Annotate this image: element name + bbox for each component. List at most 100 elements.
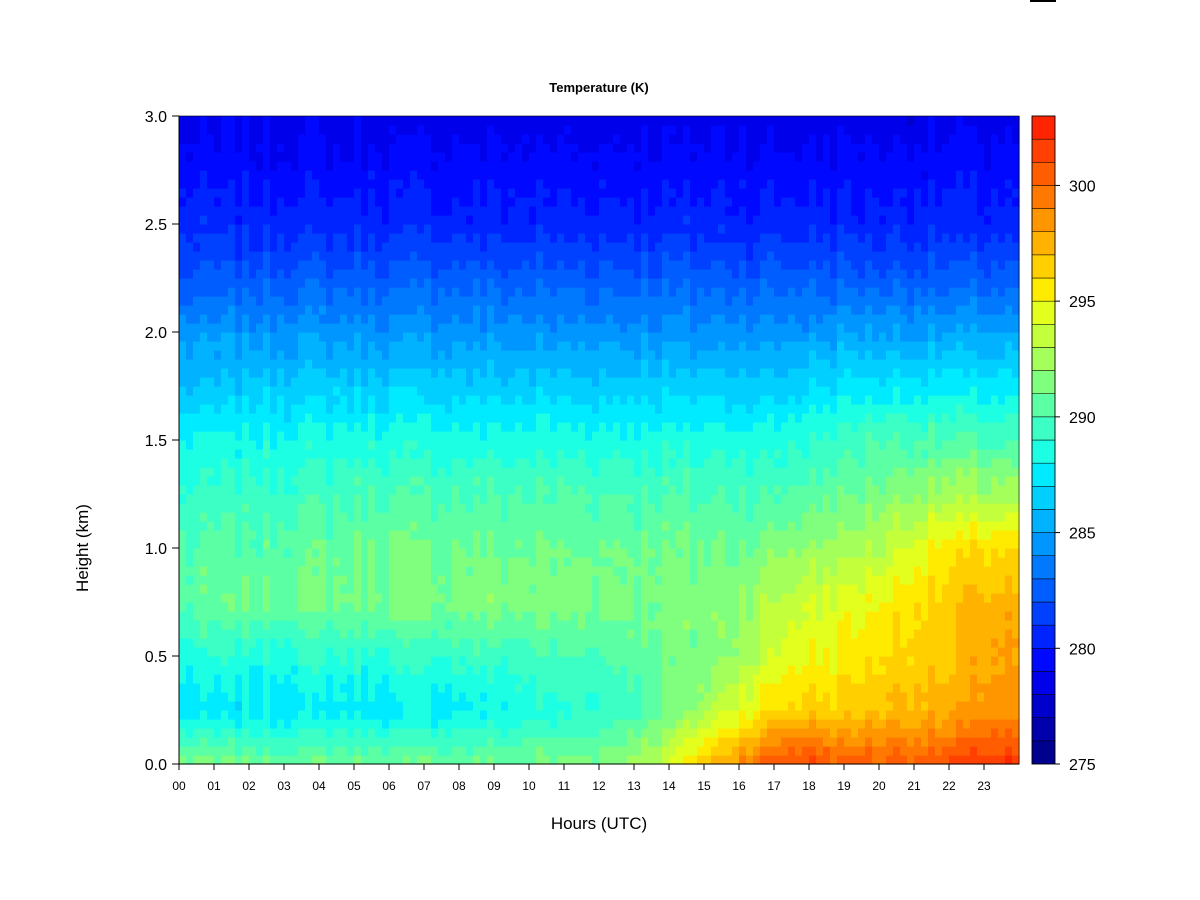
heatmap-cell bbox=[354, 440, 362, 450]
heatmap-cell bbox=[592, 386, 600, 396]
heatmap-cell bbox=[515, 242, 523, 252]
heatmap-cell bbox=[284, 746, 292, 756]
heatmap-cell bbox=[648, 683, 656, 693]
heatmap-cell bbox=[473, 287, 481, 297]
heatmap-cell bbox=[361, 134, 369, 144]
heatmap-cell bbox=[522, 575, 530, 585]
heatmap-cell bbox=[424, 719, 432, 729]
heatmap-cell bbox=[620, 557, 628, 567]
heatmap-cell bbox=[186, 287, 194, 297]
heatmap-cell bbox=[613, 629, 621, 639]
heatmap-cell bbox=[431, 224, 439, 234]
heatmap-cell bbox=[564, 746, 572, 756]
heatmap-cell bbox=[634, 494, 642, 504]
heatmap-cell bbox=[186, 125, 194, 135]
heatmap-cell bbox=[277, 323, 285, 333]
heatmap-cell bbox=[613, 368, 621, 378]
heatmap-cell bbox=[550, 278, 558, 288]
heatmap-cell bbox=[543, 584, 551, 594]
heatmap-cell bbox=[375, 278, 383, 288]
heatmap-cell bbox=[368, 233, 376, 243]
heatmap-cell bbox=[466, 179, 474, 189]
heatmap-cell bbox=[207, 350, 215, 360]
heatmap-cell bbox=[529, 386, 537, 396]
heatmap-cell bbox=[508, 557, 516, 567]
heatmap-cell bbox=[620, 575, 628, 585]
heatmap-cell bbox=[214, 386, 222, 396]
heatmap-cell bbox=[347, 512, 355, 522]
heatmap-cell bbox=[368, 431, 376, 441]
heatmap-cell bbox=[578, 413, 586, 423]
heatmap-cell bbox=[291, 665, 299, 675]
heatmap-cell bbox=[256, 620, 264, 630]
heatmap-cell bbox=[585, 278, 593, 288]
heatmap-cell bbox=[585, 521, 593, 531]
heatmap-cell bbox=[214, 287, 222, 297]
heatmap-cell bbox=[284, 467, 292, 477]
heatmap-cell bbox=[249, 197, 257, 207]
heatmap-cell bbox=[557, 251, 565, 261]
heatmap-cell bbox=[529, 611, 537, 621]
heatmap-cell bbox=[291, 296, 299, 306]
heatmap-cell bbox=[291, 404, 299, 414]
heatmap-cell bbox=[340, 656, 348, 666]
heatmap-cell bbox=[452, 188, 460, 198]
heatmap-cell bbox=[256, 701, 264, 711]
heatmap-cell bbox=[396, 512, 404, 522]
heatmap-cell bbox=[501, 386, 509, 396]
heatmap-cell bbox=[613, 323, 621, 333]
heatmap-cell bbox=[501, 665, 509, 675]
heatmap-cell bbox=[354, 368, 362, 378]
heatmap-cell bbox=[459, 170, 467, 180]
heatmap-cell bbox=[207, 728, 215, 738]
heatmap-cell bbox=[592, 746, 600, 756]
heatmap-cell bbox=[410, 206, 418, 216]
heatmap-cell bbox=[228, 539, 236, 549]
heatmap-cell bbox=[606, 413, 614, 423]
heatmap-cell bbox=[354, 503, 362, 513]
heatmap-cell bbox=[627, 161, 635, 171]
heatmap-cell bbox=[564, 314, 572, 324]
heatmap-cell bbox=[571, 350, 579, 360]
heatmap-cell bbox=[333, 476, 341, 486]
heatmap-cell bbox=[375, 377, 383, 387]
heatmap-cell bbox=[319, 674, 327, 684]
heatmap-cell bbox=[389, 341, 397, 351]
heatmap-cell bbox=[242, 521, 250, 531]
heatmap-cell bbox=[613, 755, 621, 765]
heatmap-cell bbox=[291, 548, 299, 558]
heatmap-cell bbox=[473, 710, 481, 720]
heatmap-cell bbox=[417, 368, 425, 378]
heatmap-cell bbox=[193, 629, 201, 639]
heatmap-cell bbox=[634, 170, 642, 180]
heatmap-cell bbox=[543, 476, 551, 486]
heatmap-cell bbox=[368, 674, 376, 684]
heatmap-cell bbox=[466, 341, 474, 351]
heatmap-cell bbox=[585, 341, 593, 351]
heatmap-cell bbox=[620, 566, 628, 576]
heatmap-cell bbox=[585, 116, 593, 126]
heatmap-cell bbox=[347, 224, 355, 234]
heatmap-cell bbox=[543, 737, 551, 747]
heatmap-cell bbox=[627, 755, 635, 765]
heatmap-cell bbox=[613, 296, 621, 306]
heatmap-cell bbox=[333, 377, 341, 387]
heatmap-cell bbox=[543, 395, 551, 405]
heatmap-cell bbox=[424, 116, 432, 126]
heatmap-cell bbox=[228, 134, 236, 144]
heatmap-cell bbox=[473, 197, 481, 207]
heatmap-cell bbox=[179, 134, 187, 144]
heatmap-cell bbox=[256, 467, 264, 477]
heatmap-cell bbox=[592, 449, 600, 459]
heatmap-cell bbox=[487, 665, 495, 675]
heatmap-cell bbox=[270, 728, 278, 738]
heatmap-cell bbox=[585, 575, 593, 585]
heatmap-cell bbox=[494, 368, 502, 378]
heatmap-cell bbox=[655, 530, 663, 540]
heatmap-cell bbox=[431, 116, 439, 126]
heatmap-cell bbox=[200, 485, 208, 495]
heatmap-cell bbox=[515, 611, 523, 621]
heatmap-cell bbox=[515, 548, 523, 558]
heatmap-cell bbox=[459, 566, 467, 576]
heatmap-cell bbox=[319, 242, 327, 252]
